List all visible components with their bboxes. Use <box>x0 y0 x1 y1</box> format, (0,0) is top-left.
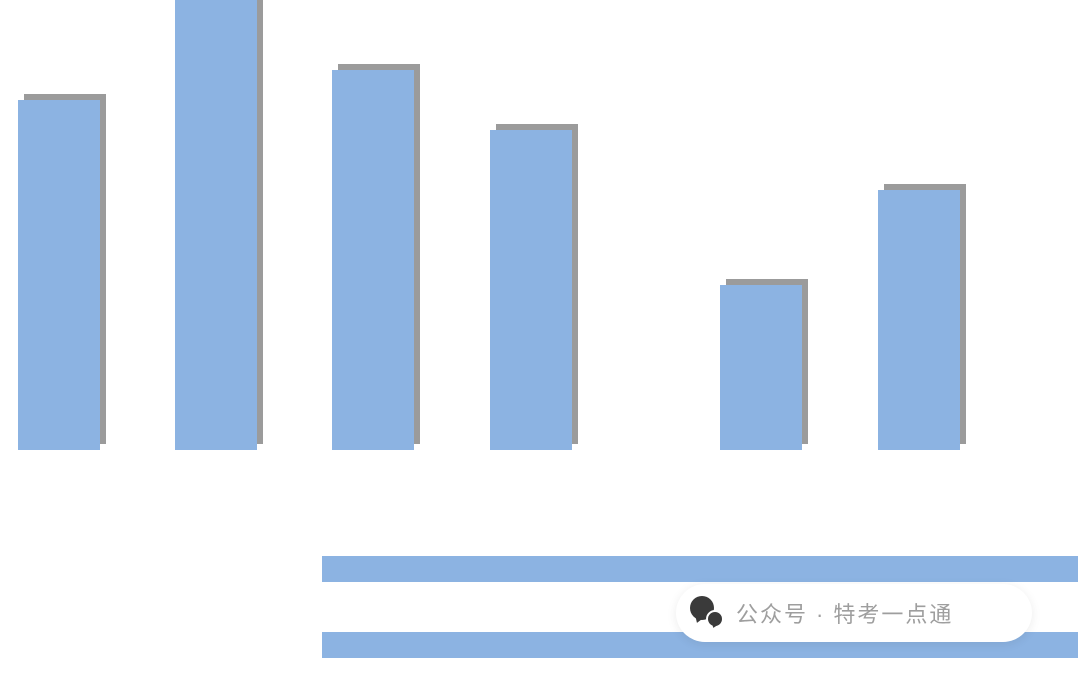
watermark-prefix: 公众号 <box>736 602 808 627</box>
chart-canvas: 公众号 · 特考一点通 <box>0 0 1080 698</box>
bar <box>18 100 100 450</box>
bar <box>878 190 960 450</box>
bar <box>332 70 414 450</box>
watermark-name: 特考一点通 <box>833 602 953 627</box>
wechat-watermark: 公众号 · 特考一点通 <box>676 584 1032 642</box>
watermark-text: 公众号 · 特考一点通 <box>736 597 953 629</box>
horizontal-bar <box>322 556 1078 582</box>
wechat-icon <box>690 596 724 630</box>
bar <box>175 0 257 450</box>
bar <box>490 130 572 450</box>
bar <box>720 285 802 450</box>
watermark-separator: · <box>816 602 825 627</box>
